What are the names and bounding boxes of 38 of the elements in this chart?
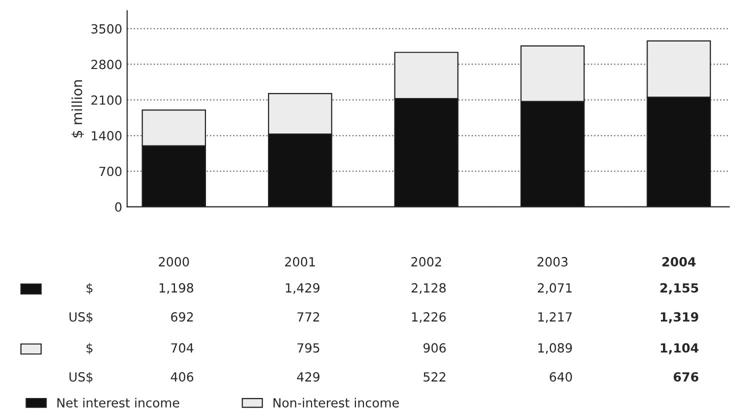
text: 406 xyxy=(170,372,194,382)
text: 640 xyxy=(550,372,572,382)
text: $ xyxy=(86,282,92,294)
y-tick-label: 2100 xyxy=(91,95,122,105)
data-label: 704 xyxy=(171,343,194,353)
x-tick-label: 2004 xyxy=(662,257,696,267)
x-tick-label: 2003 xyxy=(538,257,568,267)
text: $ xyxy=(86,342,92,354)
x-tick-label: 2002 xyxy=(411,257,441,267)
y-tick-label: 700 xyxy=(99,166,122,176)
data-label: 2,071 xyxy=(538,283,572,294)
data-label: 1,089 xyxy=(538,343,572,354)
x-tick-label: 2000 xyxy=(158,257,189,267)
x-tick-label: 2001 xyxy=(285,257,315,267)
y-axis-title: $ million xyxy=(71,80,84,138)
data-label: 795 xyxy=(297,343,320,353)
y-tick-label: 0 xyxy=(115,202,122,212)
text: 692 xyxy=(171,312,193,322)
text: 429 xyxy=(297,372,320,382)
data-label: 1,198 xyxy=(160,283,194,294)
legend-label: Net interest income xyxy=(57,398,180,408)
data-label: 2,128 xyxy=(412,283,446,294)
text: 676 xyxy=(674,372,698,382)
text: 522 xyxy=(424,372,446,382)
data-label: 1,104 xyxy=(660,343,698,354)
text: US$ xyxy=(70,312,92,324)
text: 1,319 xyxy=(660,312,698,324)
text: 1,226 xyxy=(412,312,446,323)
legend-label: Non-interest income xyxy=(274,398,399,408)
data-label: 1,429 xyxy=(286,283,320,294)
text: 772 xyxy=(297,312,320,322)
data-label: 906 xyxy=(423,343,446,353)
text: 1,217 xyxy=(538,312,572,323)
y-tick-label: 2800 xyxy=(91,60,122,70)
y-tick-label: 3500 xyxy=(91,24,122,34)
text: US$ xyxy=(70,372,92,384)
data-label: 2,155 xyxy=(660,283,698,294)
y-tick-label: 1400 xyxy=(92,131,122,140)
